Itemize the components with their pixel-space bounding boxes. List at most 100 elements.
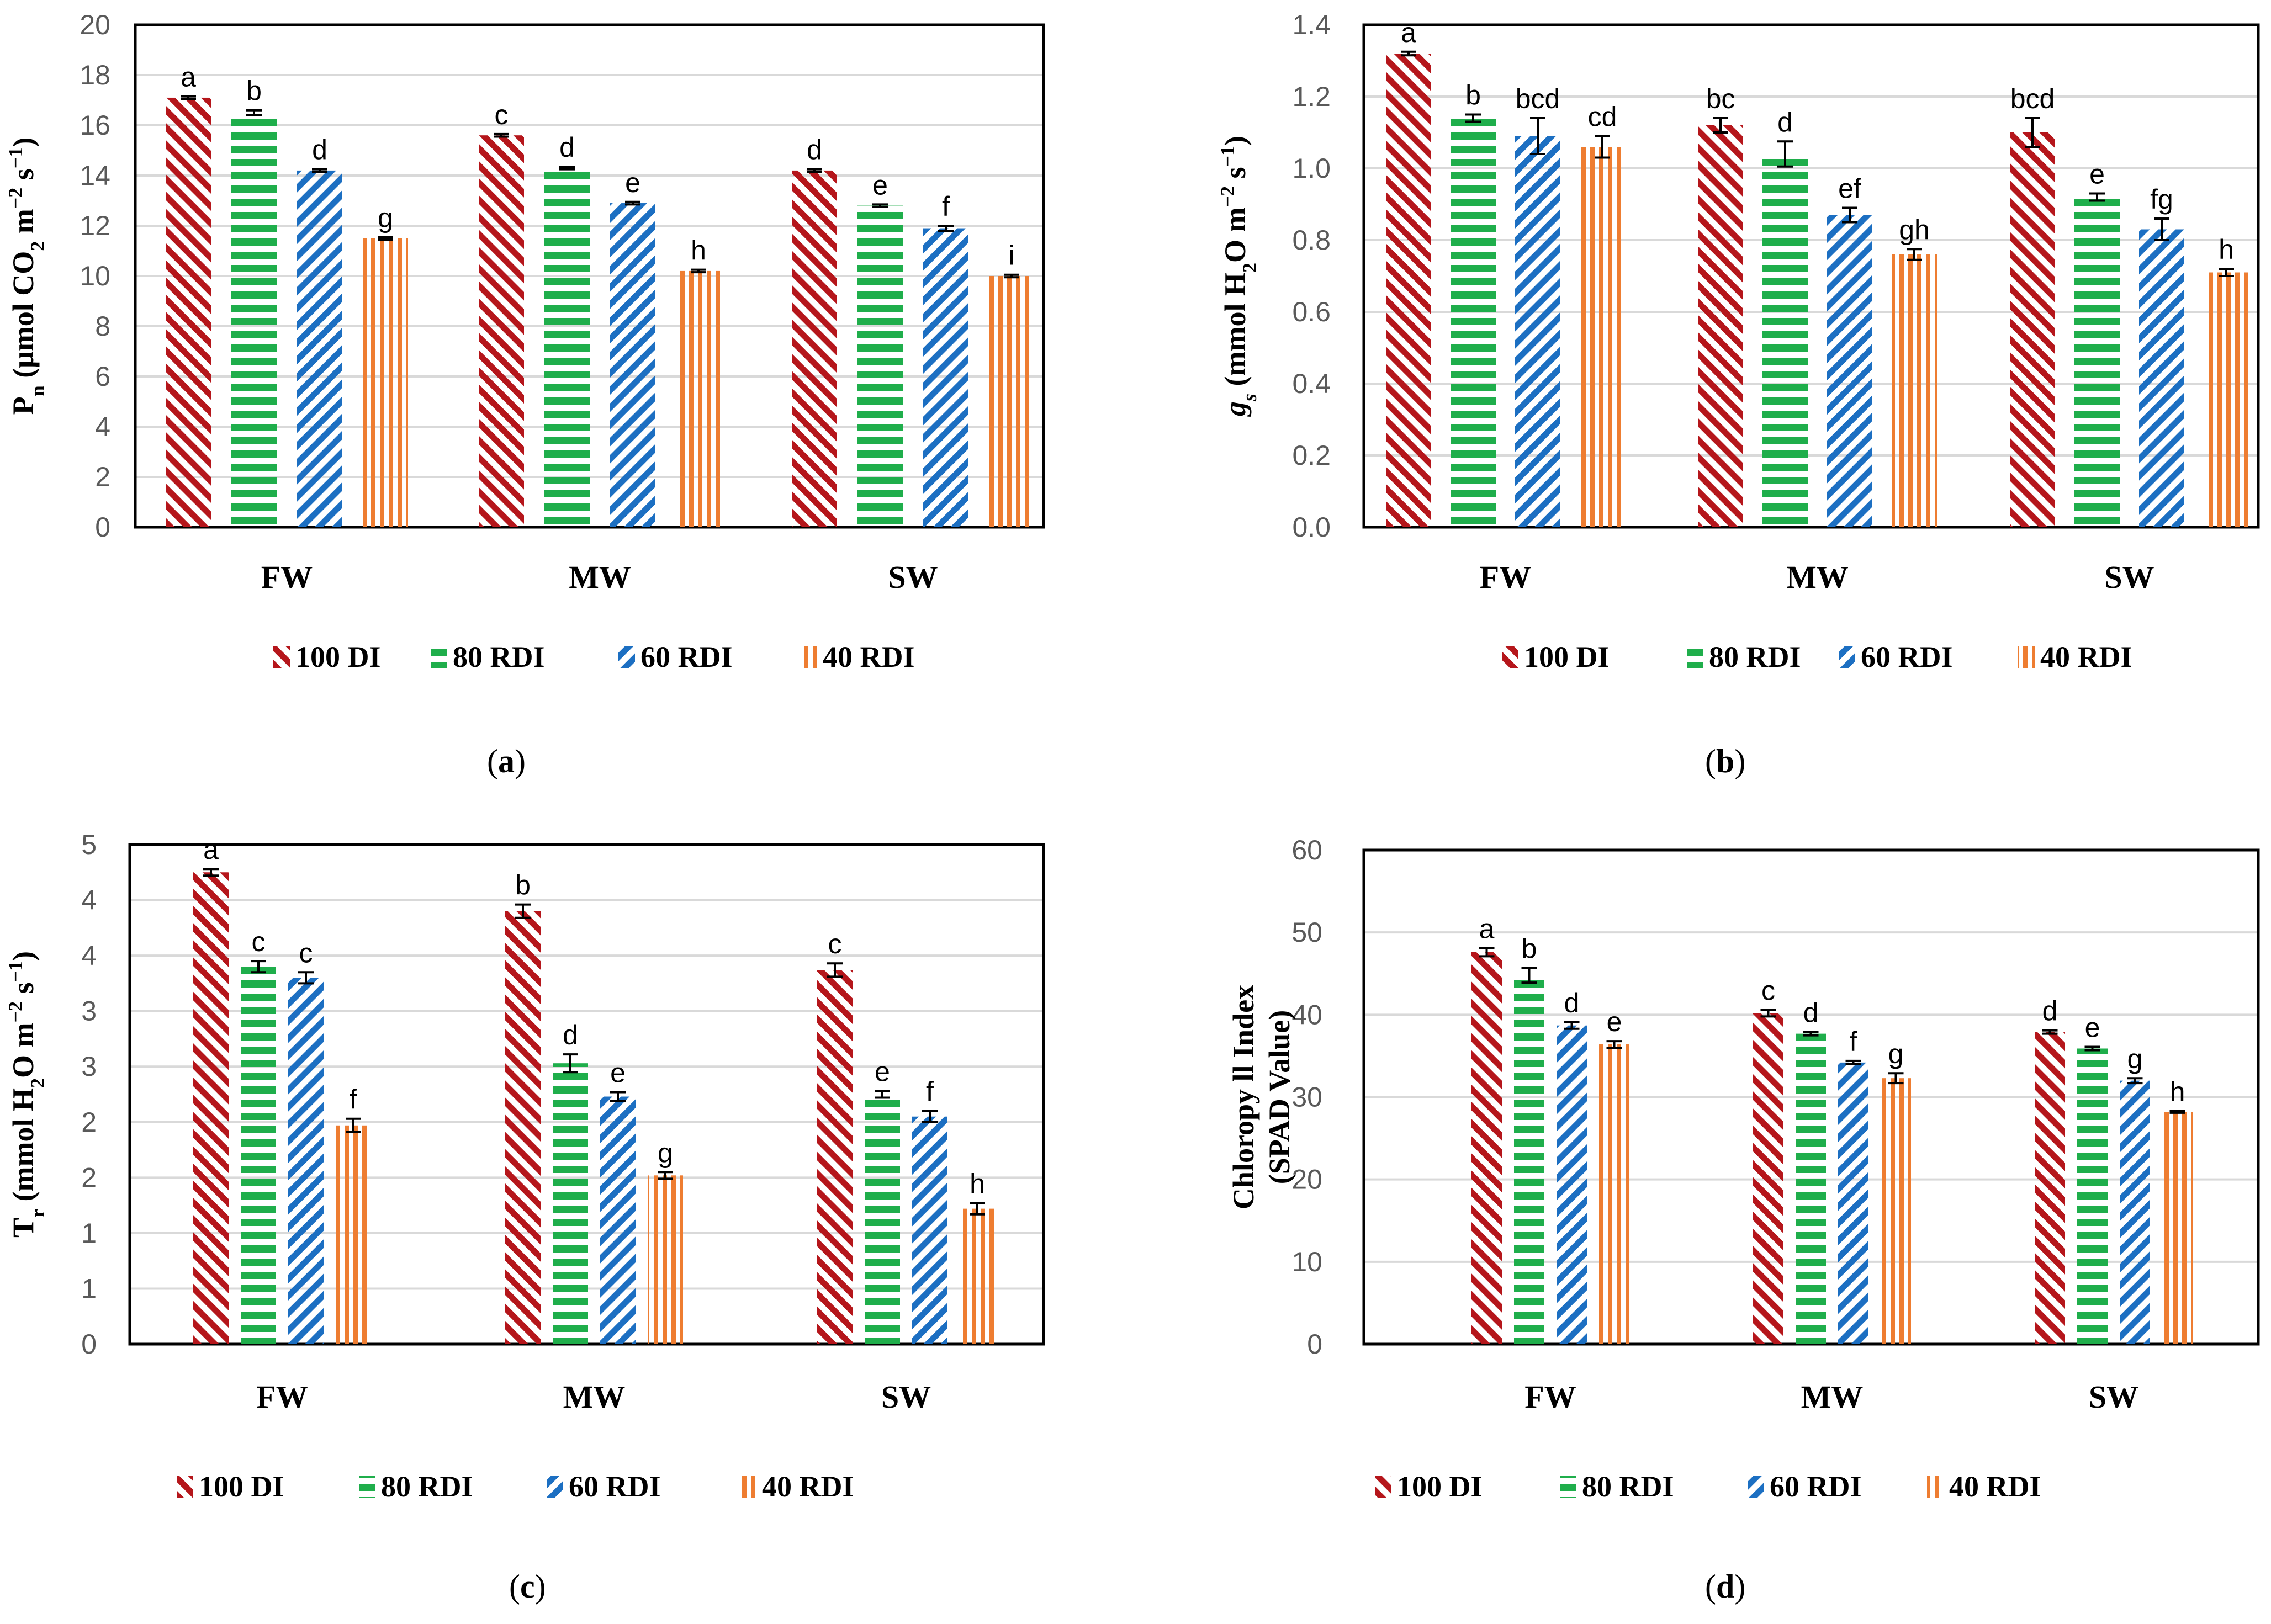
significance-letter: c bbox=[299, 937, 313, 968]
bar-fw-3 bbox=[1580, 147, 1625, 527]
y-axis-label-part: r bbox=[27, 1209, 49, 1218]
x-tick-label: MW bbox=[563, 1379, 626, 1415]
y-tick-label: 3 bbox=[81, 996, 97, 1027]
bar-sw-0 bbox=[792, 170, 837, 527]
panel-label-b: (b) bbox=[1705, 743, 1746, 779]
y-axis-label-part: −2 bbox=[4, 188, 27, 209]
y-axis-label: gs (mmol H2O m−2 s−1) bbox=[1216, 136, 1261, 417]
bar-mw-2 bbox=[600, 1096, 636, 1344]
significance-letter: d bbox=[807, 135, 822, 166]
bar-sw-1 bbox=[2077, 1048, 2108, 1344]
legend-label: 40 RDI bbox=[2040, 640, 2132, 673]
significance-letter: d bbox=[2042, 996, 2058, 1027]
significance-letter: c bbox=[828, 928, 842, 959]
bar-sw-0 bbox=[817, 970, 853, 1344]
significance-letter: c bbox=[1761, 975, 1775, 1006]
y-axis-label-part: P bbox=[7, 396, 40, 415]
legend-swatch bbox=[1375, 1476, 1391, 1498]
significance-letter: c bbox=[495, 99, 509, 130]
y-tick-label: 10 bbox=[1291, 1246, 1322, 1277]
y-axis-label-part: (mmol H bbox=[7, 1088, 40, 1209]
y-tick-label: 5 bbox=[81, 829, 97, 860]
bar-mw-0 bbox=[479, 135, 524, 527]
bar-sw-2 bbox=[912, 1116, 947, 1344]
y-tick-label: 8 bbox=[95, 311, 110, 342]
y-tick-label: 4 bbox=[81, 940, 97, 971]
significance-letter: a bbox=[1479, 914, 1495, 944]
plot-frame bbox=[1362, 23, 2260, 529]
y-tick-label: 20 bbox=[1291, 1164, 1322, 1195]
bar-mw-3 bbox=[676, 270, 721, 527]
y-axis-label-part: (mmol H bbox=[1219, 273, 1252, 394]
significance-letter: g bbox=[658, 1137, 673, 1168]
significance-letter: a bbox=[1401, 17, 1416, 48]
y-axis-label: Pn (μmol CO2 m−2 s−1) bbox=[4, 137, 49, 415]
significance-letter: i bbox=[1008, 240, 1014, 271]
legend-swatch bbox=[740, 1476, 756, 1498]
legend-label: 40 RDI bbox=[823, 640, 915, 673]
y-tick-label: 0.4 bbox=[1292, 368, 1331, 399]
significance-letter: e bbox=[872, 169, 888, 200]
y-tick-label: 1.2 bbox=[1292, 81, 1331, 112]
y-tick-label: 3 bbox=[81, 1051, 97, 1082]
y-tick-label: 12 bbox=[80, 210, 110, 241]
bar-fw-2 bbox=[297, 170, 342, 527]
y-tick-label: 16 bbox=[80, 110, 110, 141]
legend-swatch bbox=[801, 646, 817, 668]
significance-letter: d bbox=[1777, 107, 1793, 137]
legend-label: 60 RDI bbox=[569, 1470, 661, 1503]
bar-mw-1 bbox=[1762, 154, 1808, 527]
y-axis-label-part: ) bbox=[1219, 136, 1252, 146]
y-tick-label: 0 bbox=[95, 512, 110, 543]
legend-swatch bbox=[431, 646, 447, 668]
bar-mw-0 bbox=[1753, 1013, 1783, 1344]
legend-swatch bbox=[1839, 646, 1855, 668]
significance-letter: h bbox=[691, 235, 706, 266]
significance-letter: e bbox=[625, 167, 640, 198]
significance-letter: bcd bbox=[2010, 83, 2055, 114]
bar-sw-0 bbox=[2010, 132, 2055, 527]
significance-letter: bcd bbox=[1516, 83, 1560, 114]
chart-a: 0 2 4 6 8 10 12 14 16 18 20 a b d g FW c d e h MW d e f i SW Pn (μ… bbox=[4, 9, 1045, 673]
y-tick-label: 4 bbox=[81, 885, 97, 916]
significance-letter: e bbox=[1607, 1006, 1622, 1037]
bar-sw-3 bbox=[2162, 1112, 2193, 1344]
y-tick-label: 2 bbox=[95, 461, 110, 492]
legend-swatch bbox=[359, 1476, 375, 1498]
significance-letter: f bbox=[942, 191, 950, 222]
bar-mw-2 bbox=[1838, 1062, 1868, 1344]
y-tick-label: 0.0 bbox=[1292, 512, 1331, 543]
bar-mw-0 bbox=[1698, 125, 1743, 527]
significance-letter: a bbox=[181, 62, 196, 93]
x-tick-label: FW bbox=[1524, 1379, 1576, 1415]
legend-swatch bbox=[1687, 646, 1703, 668]
chart-b: 0.00.20.40.60.81.01.21.4 ab bcdcdFWbcdefgh… bbox=[1216, 9, 2260, 673]
y-tick-label: 18 bbox=[80, 60, 110, 91]
y-axis-label-part: 2 bbox=[27, 241, 49, 251]
significance-letter: b bbox=[246, 76, 262, 107]
y-tick-label: 30 bbox=[1291, 1082, 1322, 1113]
significance-letter: f bbox=[350, 1084, 357, 1115]
y-axis-label-part: −1 bbox=[4, 147, 27, 169]
x-tick-label: MW bbox=[569, 559, 631, 595]
x-tick-label: FW bbox=[256, 1379, 308, 1415]
significance-letter: e bbox=[2085, 1012, 2100, 1043]
y-axis-label-part: 2 bbox=[1238, 263, 1261, 273]
y-tick-label: 0.6 bbox=[1292, 296, 1331, 327]
legend-label: 100 DI bbox=[1524, 640, 1610, 673]
y-tick-label: 2 bbox=[81, 1107, 97, 1138]
bar-fw-0 bbox=[193, 872, 229, 1344]
x-tick-label: FW bbox=[261, 559, 313, 595]
y-axis-label-line: Chloropy ll Index bbox=[1227, 985, 1260, 1209]
significance-letter: b bbox=[1465, 80, 1481, 111]
bar-fw-1 bbox=[1451, 118, 1496, 527]
y-tick-label: 40 bbox=[1291, 999, 1322, 1030]
legend-label: 80 RDI bbox=[453, 640, 545, 673]
bar-fw-3 bbox=[1599, 1044, 1629, 1344]
legend-label: 60 RDI bbox=[1861, 640, 1953, 673]
x-tick-label: MW bbox=[1786, 559, 1849, 595]
significance-letter: g bbox=[2127, 1043, 2143, 1074]
bar-mw-2 bbox=[1827, 215, 1872, 527]
y-tick-label: 14 bbox=[80, 160, 110, 191]
y-axis-label-part: −2 bbox=[1216, 186, 1238, 208]
